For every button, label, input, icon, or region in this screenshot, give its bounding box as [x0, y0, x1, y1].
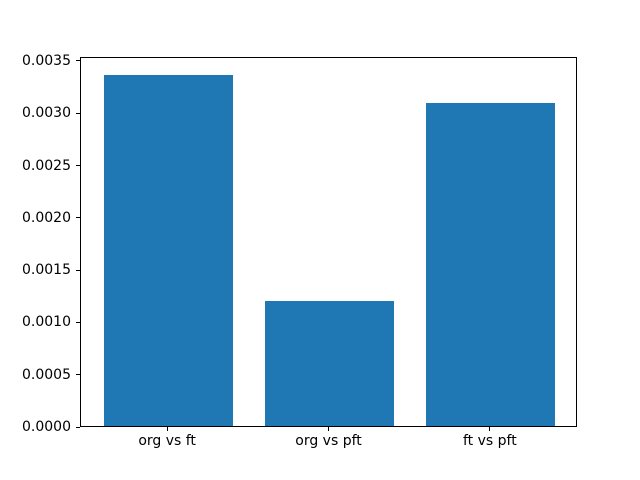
y-tick-label: 0.0025: [22, 157, 71, 174]
y-tick-label: 0.0000: [22, 419, 71, 435]
x-tick-label: org vs ft: [138, 433, 196, 449]
y-tick-mark: [76, 60, 80, 62]
bar-org-vs-pft: [264, 300, 395, 426]
y-tick-mark: [76, 112, 80, 114]
y-tick-label: 0.0010: [22, 314, 71, 331]
y-tick-label: 0.0030: [22, 105, 71, 122]
y-tick-label: 0.0005: [22, 366, 71, 383]
plot-area: [80, 57, 577, 427]
y-tick-mark: [76, 269, 80, 271]
y-tick-mark: [76, 426, 80, 428]
x-tick-label: ft vs pft: [463, 433, 517, 449]
y-tick-mark: [76, 217, 80, 219]
y-tick-label: 0.0015: [22, 262, 71, 279]
y-tick-mark: [76, 165, 80, 167]
x-tick-label: org vs pft: [295, 433, 362, 449]
x-tick-mark: [166, 427, 168, 431]
bar-org-vs-ft: [103, 74, 233, 426]
x-tick-mark: [489, 427, 491, 431]
x-tick-mark: [328, 427, 329, 431]
y-tick-label: 0.0020: [22, 209, 71, 226]
y-tick-label: 0.0035: [22, 52, 71, 69]
y-tick-mark: [76, 374, 80, 376]
y-tick-mark: [76, 321, 80, 323]
bar-ft-vs-pft: [426, 102, 556, 426]
